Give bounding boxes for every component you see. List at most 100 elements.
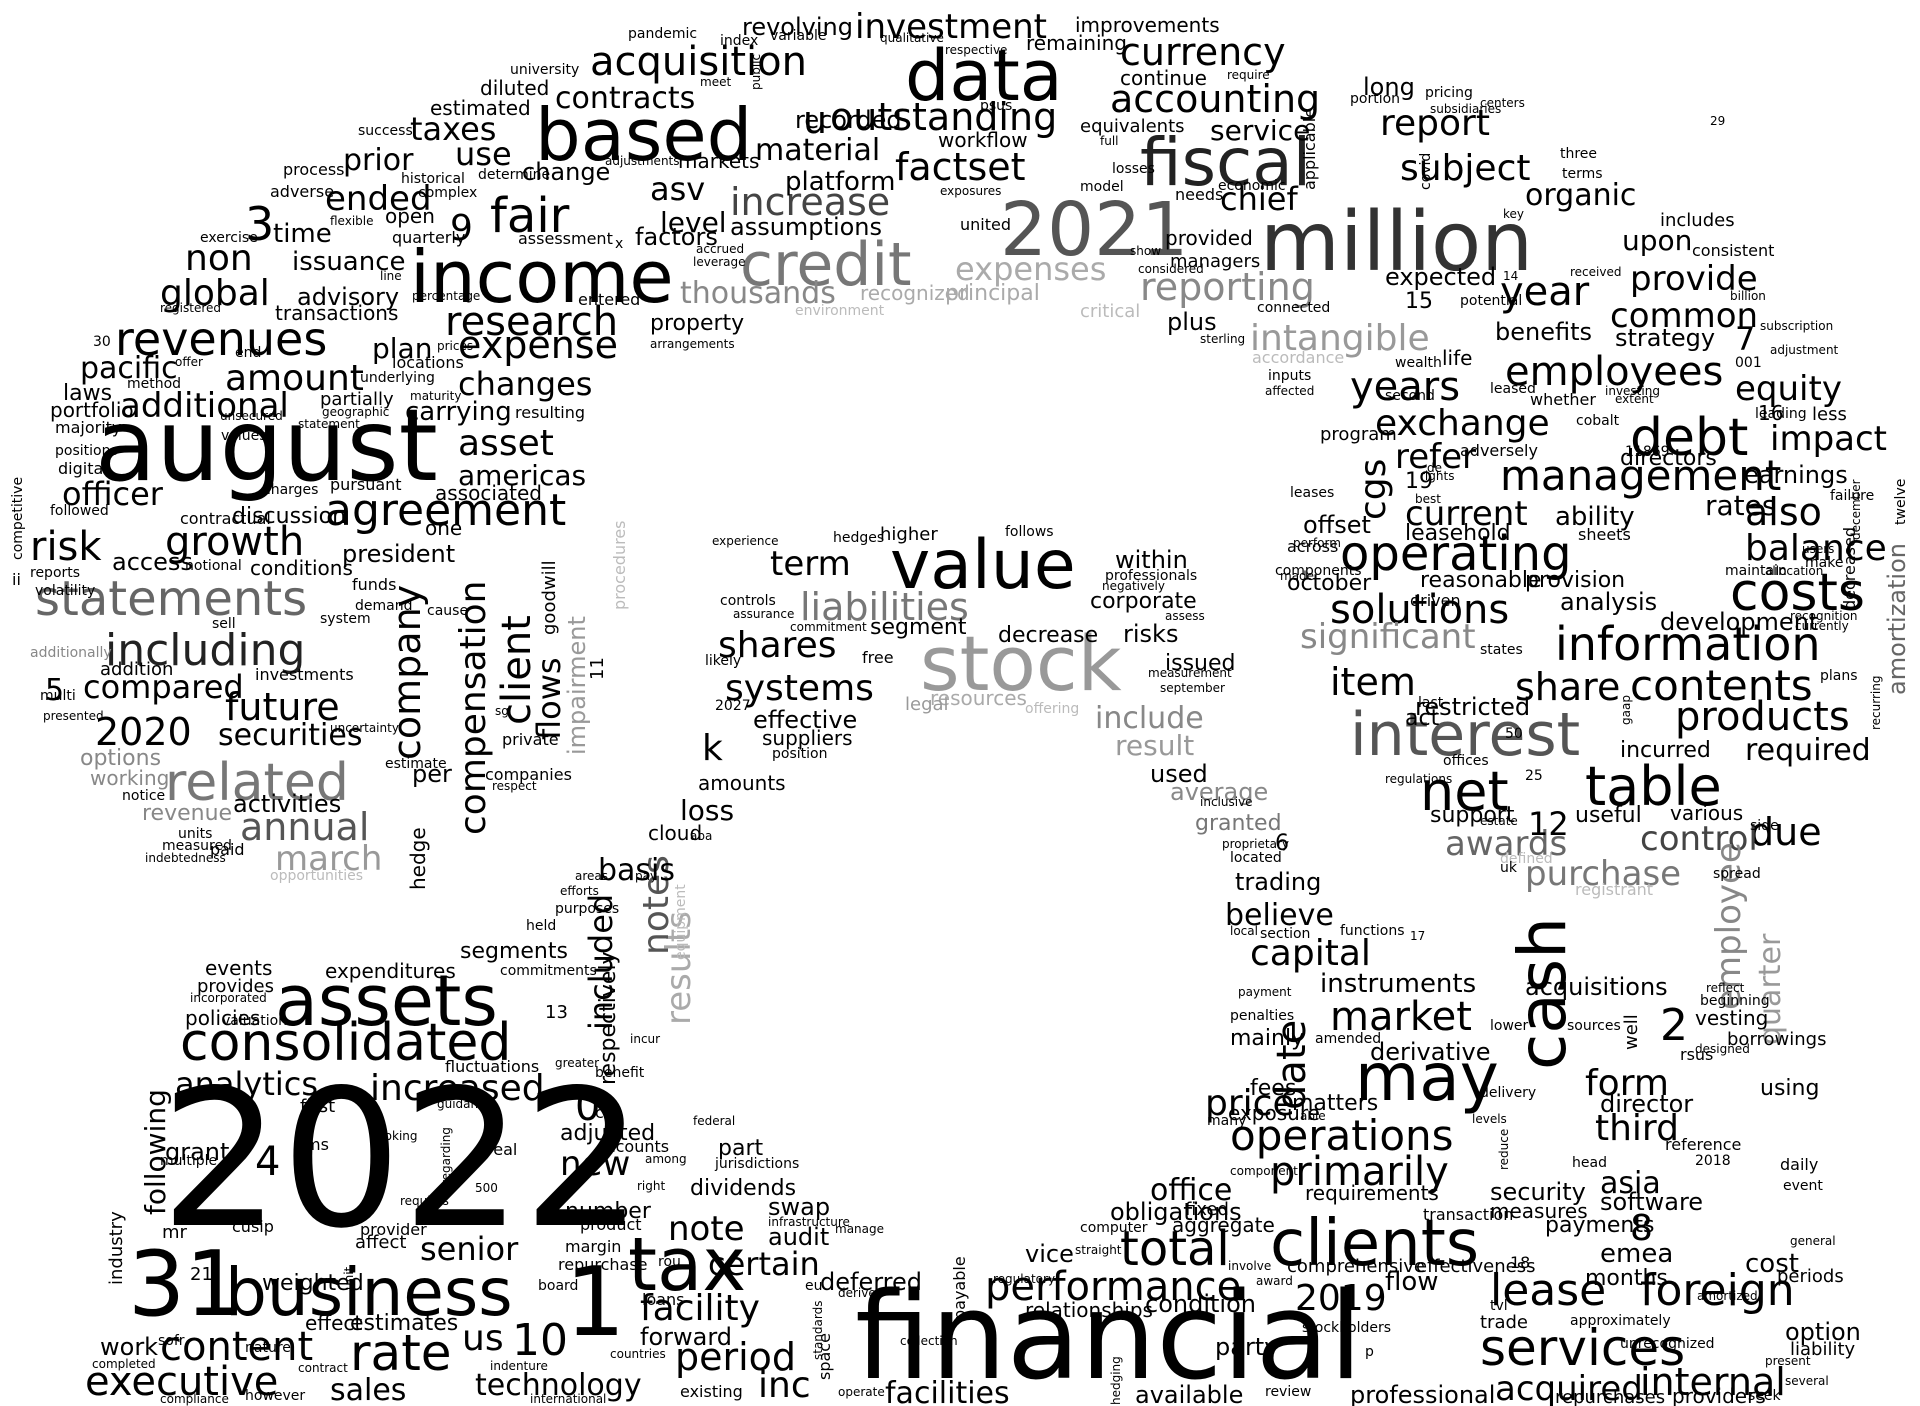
cloud-word: associated bbox=[435, 481, 542, 505]
cloud-word: components bbox=[1275, 563, 1362, 579]
cloud-word: prices bbox=[437, 339, 473, 353]
cloud-word: managers bbox=[1170, 251, 1260, 272]
cloud-word: term bbox=[770, 544, 851, 584]
cloud-word: working bbox=[90, 766, 169, 790]
cloud-word: investment bbox=[855, 7, 1047, 47]
cloud-word: decreased bbox=[1840, 527, 1859, 610]
cloud-word: weighted bbox=[262, 1271, 364, 1296]
cloud-word: percentage bbox=[412, 289, 480, 303]
cloud-word: component bbox=[1230, 1164, 1298, 1178]
cloud-word: psus bbox=[980, 98, 1012, 114]
cloud-word: side bbox=[1750, 818, 1779, 834]
cloud-word: ms bbox=[305, 1135, 329, 1154]
cloud-word: future bbox=[225, 685, 340, 729]
cloud-word: notional bbox=[185, 558, 242, 574]
cloud-word: functions bbox=[1340, 923, 1404, 939]
cloud-word: opportunities bbox=[270, 868, 363, 884]
cloud-word: lower bbox=[1490, 1018, 1529, 1034]
cloud-word: recognition bbox=[1790, 609, 1858, 623]
cloud-word: existing bbox=[680, 1382, 743, 1401]
cloud-word: requirements bbox=[1305, 1181, 1439, 1205]
cloud-word: data bbox=[905, 35, 1063, 117]
cloud-word: volatility bbox=[35, 583, 95, 599]
cloud-word: fiscal bbox=[1140, 124, 1311, 201]
cloud-word: cts bbox=[595, 1103, 618, 1122]
cloud-word: offices bbox=[1443, 753, 1489, 769]
cloud-word: de bbox=[1427, 461, 1442, 475]
cloud-word: currency bbox=[1120, 30, 1286, 74]
cloud-word: 14 bbox=[1503, 269, 1518, 283]
cloud-word: states bbox=[1480, 642, 1523, 658]
cloud-word: index bbox=[720, 33, 758, 49]
cloud-word: commitments bbox=[500, 963, 597, 979]
cloud-word: jurisdictions bbox=[714, 1156, 799, 1172]
cloud-word: position bbox=[772, 746, 827, 762]
cloud-word: revolving bbox=[742, 13, 853, 41]
cloud-word: compliance bbox=[160, 1392, 229, 1406]
cloud-word: presented bbox=[43, 709, 104, 723]
cloud-word: tvl bbox=[1490, 1298, 1508, 1314]
cloud-word: cgs bbox=[1353, 459, 1394, 520]
cloud-word: centers bbox=[1480, 96, 1525, 110]
cloud-word: level bbox=[660, 206, 727, 239]
cloud-word: forward bbox=[640, 1323, 732, 1351]
cloud-word: principal bbox=[945, 281, 1040, 306]
cloud-word: leases bbox=[1290, 485, 1334, 501]
cloud-word: information bbox=[1555, 617, 1821, 671]
cloud-word: located bbox=[1230, 850, 1282, 866]
cloud-word: model bbox=[1080, 179, 1124, 195]
cloud-word: carrying bbox=[405, 397, 512, 427]
cloud-word: reporting bbox=[1140, 265, 1315, 309]
cloud-word: fees bbox=[1250, 1076, 1296, 1101]
cloud-word: historical bbox=[401, 171, 465, 187]
cloud-word: sell bbox=[212, 616, 236, 632]
cloud-word: may bbox=[1355, 1039, 1499, 1116]
cloud-word: three bbox=[1560, 146, 1597, 162]
cloud-word: liability bbox=[1790, 1339, 1856, 1360]
cloud-word: fixed bbox=[1185, 1199, 1229, 1220]
cloud-word: units bbox=[178, 826, 212, 842]
cloud-word: underlying bbox=[360, 370, 435, 386]
cloud-word: meet bbox=[700, 75, 731, 89]
cloud-word: board bbox=[538, 1278, 578, 1294]
cloud-word: purchase bbox=[1525, 854, 1681, 894]
cloud-word: expenses bbox=[955, 250, 1106, 288]
cloud-word: quarter bbox=[1753, 933, 1788, 1045]
cloud-word: improvements bbox=[1075, 13, 1220, 37]
cloud-word: contractual bbox=[180, 509, 271, 528]
cloud-word: complex bbox=[418, 185, 477, 201]
cloud-word: products bbox=[1675, 694, 1850, 740]
cloud-word: platform bbox=[785, 167, 895, 197]
cloud-word: officer bbox=[62, 475, 164, 513]
cloud-word: paid bbox=[210, 840, 245, 859]
cloud-word: provision bbox=[1525, 568, 1625, 593]
cloud-word: cloud bbox=[648, 821, 702, 845]
cloud-word: charges bbox=[263, 482, 318, 498]
cloud-word: diluted bbox=[480, 76, 549, 100]
cloud-word: 15 bbox=[1405, 289, 1433, 314]
cloud-word: held bbox=[526, 918, 556, 934]
cloud-word: due bbox=[1750, 810, 1822, 854]
cloud-word: 2022 bbox=[160, 1049, 644, 1270]
cloud-word: consolidated bbox=[180, 1013, 511, 1073]
cloud-word: within bbox=[1115, 546, 1188, 574]
cloud-word: incurred bbox=[1620, 738, 1711, 763]
cloud-word: process bbox=[283, 160, 344, 179]
cloud-word: cobalt bbox=[1576, 413, 1620, 429]
cloud-word: k bbox=[702, 728, 723, 769]
cloud-word: completed bbox=[92, 1357, 156, 1371]
cloud-word: ii bbox=[12, 570, 21, 589]
cloud-word: values bbox=[221, 428, 267, 444]
cloud-word: content bbox=[160, 1324, 313, 1370]
cloud-word: 9 bbox=[450, 208, 473, 249]
cloud-word: 3 bbox=[245, 197, 274, 251]
cloud-word: affect bbox=[355, 1232, 406, 1253]
cloud-word: impairment bbox=[563, 616, 591, 755]
cloud-word: events bbox=[205, 956, 272, 980]
cloud-word: access bbox=[112, 548, 193, 576]
cloud-word: provide bbox=[1630, 259, 1758, 299]
cloud-word: straight bbox=[1075, 1243, 1122, 1257]
cloud-word: success bbox=[358, 123, 413, 139]
cloud-word: effect bbox=[305, 1311, 362, 1335]
cloud-word: risks bbox=[1123, 620, 1178, 648]
